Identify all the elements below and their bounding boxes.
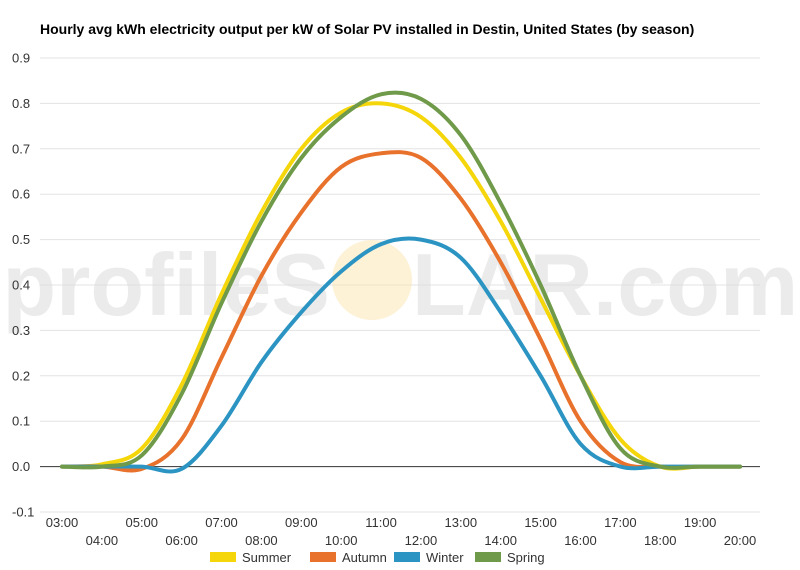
x-axis: 03:00 04:00 05:00 06:00 07:00 08:00 09:00 10:00… [46,515,757,548]
y-tick-label: -0.1 [12,505,34,520]
x-tick-label: 08:00 [245,533,278,548]
y-tick-label: 0.6 [12,187,30,202]
watermark-text-left: profileS [2,235,330,334]
x-tick-label: 06:00 [165,533,198,548]
legend-label-winter: Winter [426,550,464,565]
legend-swatch-summer [210,552,236,562]
series-lines [60,90,742,474]
x-tick-label: 05:00 [125,515,158,530]
y-tick-label: 0.5 [12,232,30,247]
x-tick-label: 13:00 [445,515,478,530]
legend-swatch-spring [475,552,501,562]
x-tick-label: 14:00 [484,533,517,548]
x-tick-label: 11:00 [365,515,397,530]
legend-swatch-autumn [310,552,336,562]
y-tick-label: 0.0 [12,459,30,474]
x-tick-label: 20:00 [724,533,757,548]
y-tick-label: 0.2 [12,368,30,383]
chart-title: Hourly avg kWh electricity output per kW… [40,21,694,37]
series-line-summer [60,101,742,471]
series-line-spring [60,90,742,470]
series-line-autumn [60,150,742,473]
watermark-sun-icon [332,240,412,320]
x-tick-label: 19:00 [684,515,717,530]
legend-label-spring: Spring [507,550,545,565]
y-tick-label: 0.7 [12,141,30,156]
y-tick-label: 0.1 [12,414,30,429]
x-tick-label: 16:00 [564,533,597,548]
y-tick-label: 0.4 [12,278,30,293]
y-tick-label: 0.9 [12,51,30,66]
legend-label-autumn: Autumn [342,550,387,565]
y-tick-label: 0.3 [12,323,30,338]
watermark: profileS LAR.com [2,235,798,334]
x-tick-label: 15:00 [524,515,557,530]
y-axis: -0.1 0.0 0.1 0.2 0.3 0.4 0.5 0.6 0.7 0.8 0.9 [12,51,34,520]
x-tick-label: 03:00 [46,515,79,530]
legend-swatch-winter [394,552,420,562]
x-tick-label: 17:00 [604,515,637,530]
x-tick-label: 04:00 [86,533,119,548]
x-tick-label: 12:00 [405,533,438,548]
legend: Summer Autumn Winter Spring [210,550,545,565]
y-tick-label: 0.8 [12,96,30,111]
watermark-text-right: LAR.com [412,235,798,334]
legend-label-summer: Summer [242,550,292,565]
x-tick-label: 10:00 [325,533,358,548]
x-tick-label: 18:00 [644,533,677,548]
x-tick-label: 07:00 [205,515,238,530]
x-tick-label: 09:00 [285,515,318,530]
series-line-winter [60,236,742,474]
